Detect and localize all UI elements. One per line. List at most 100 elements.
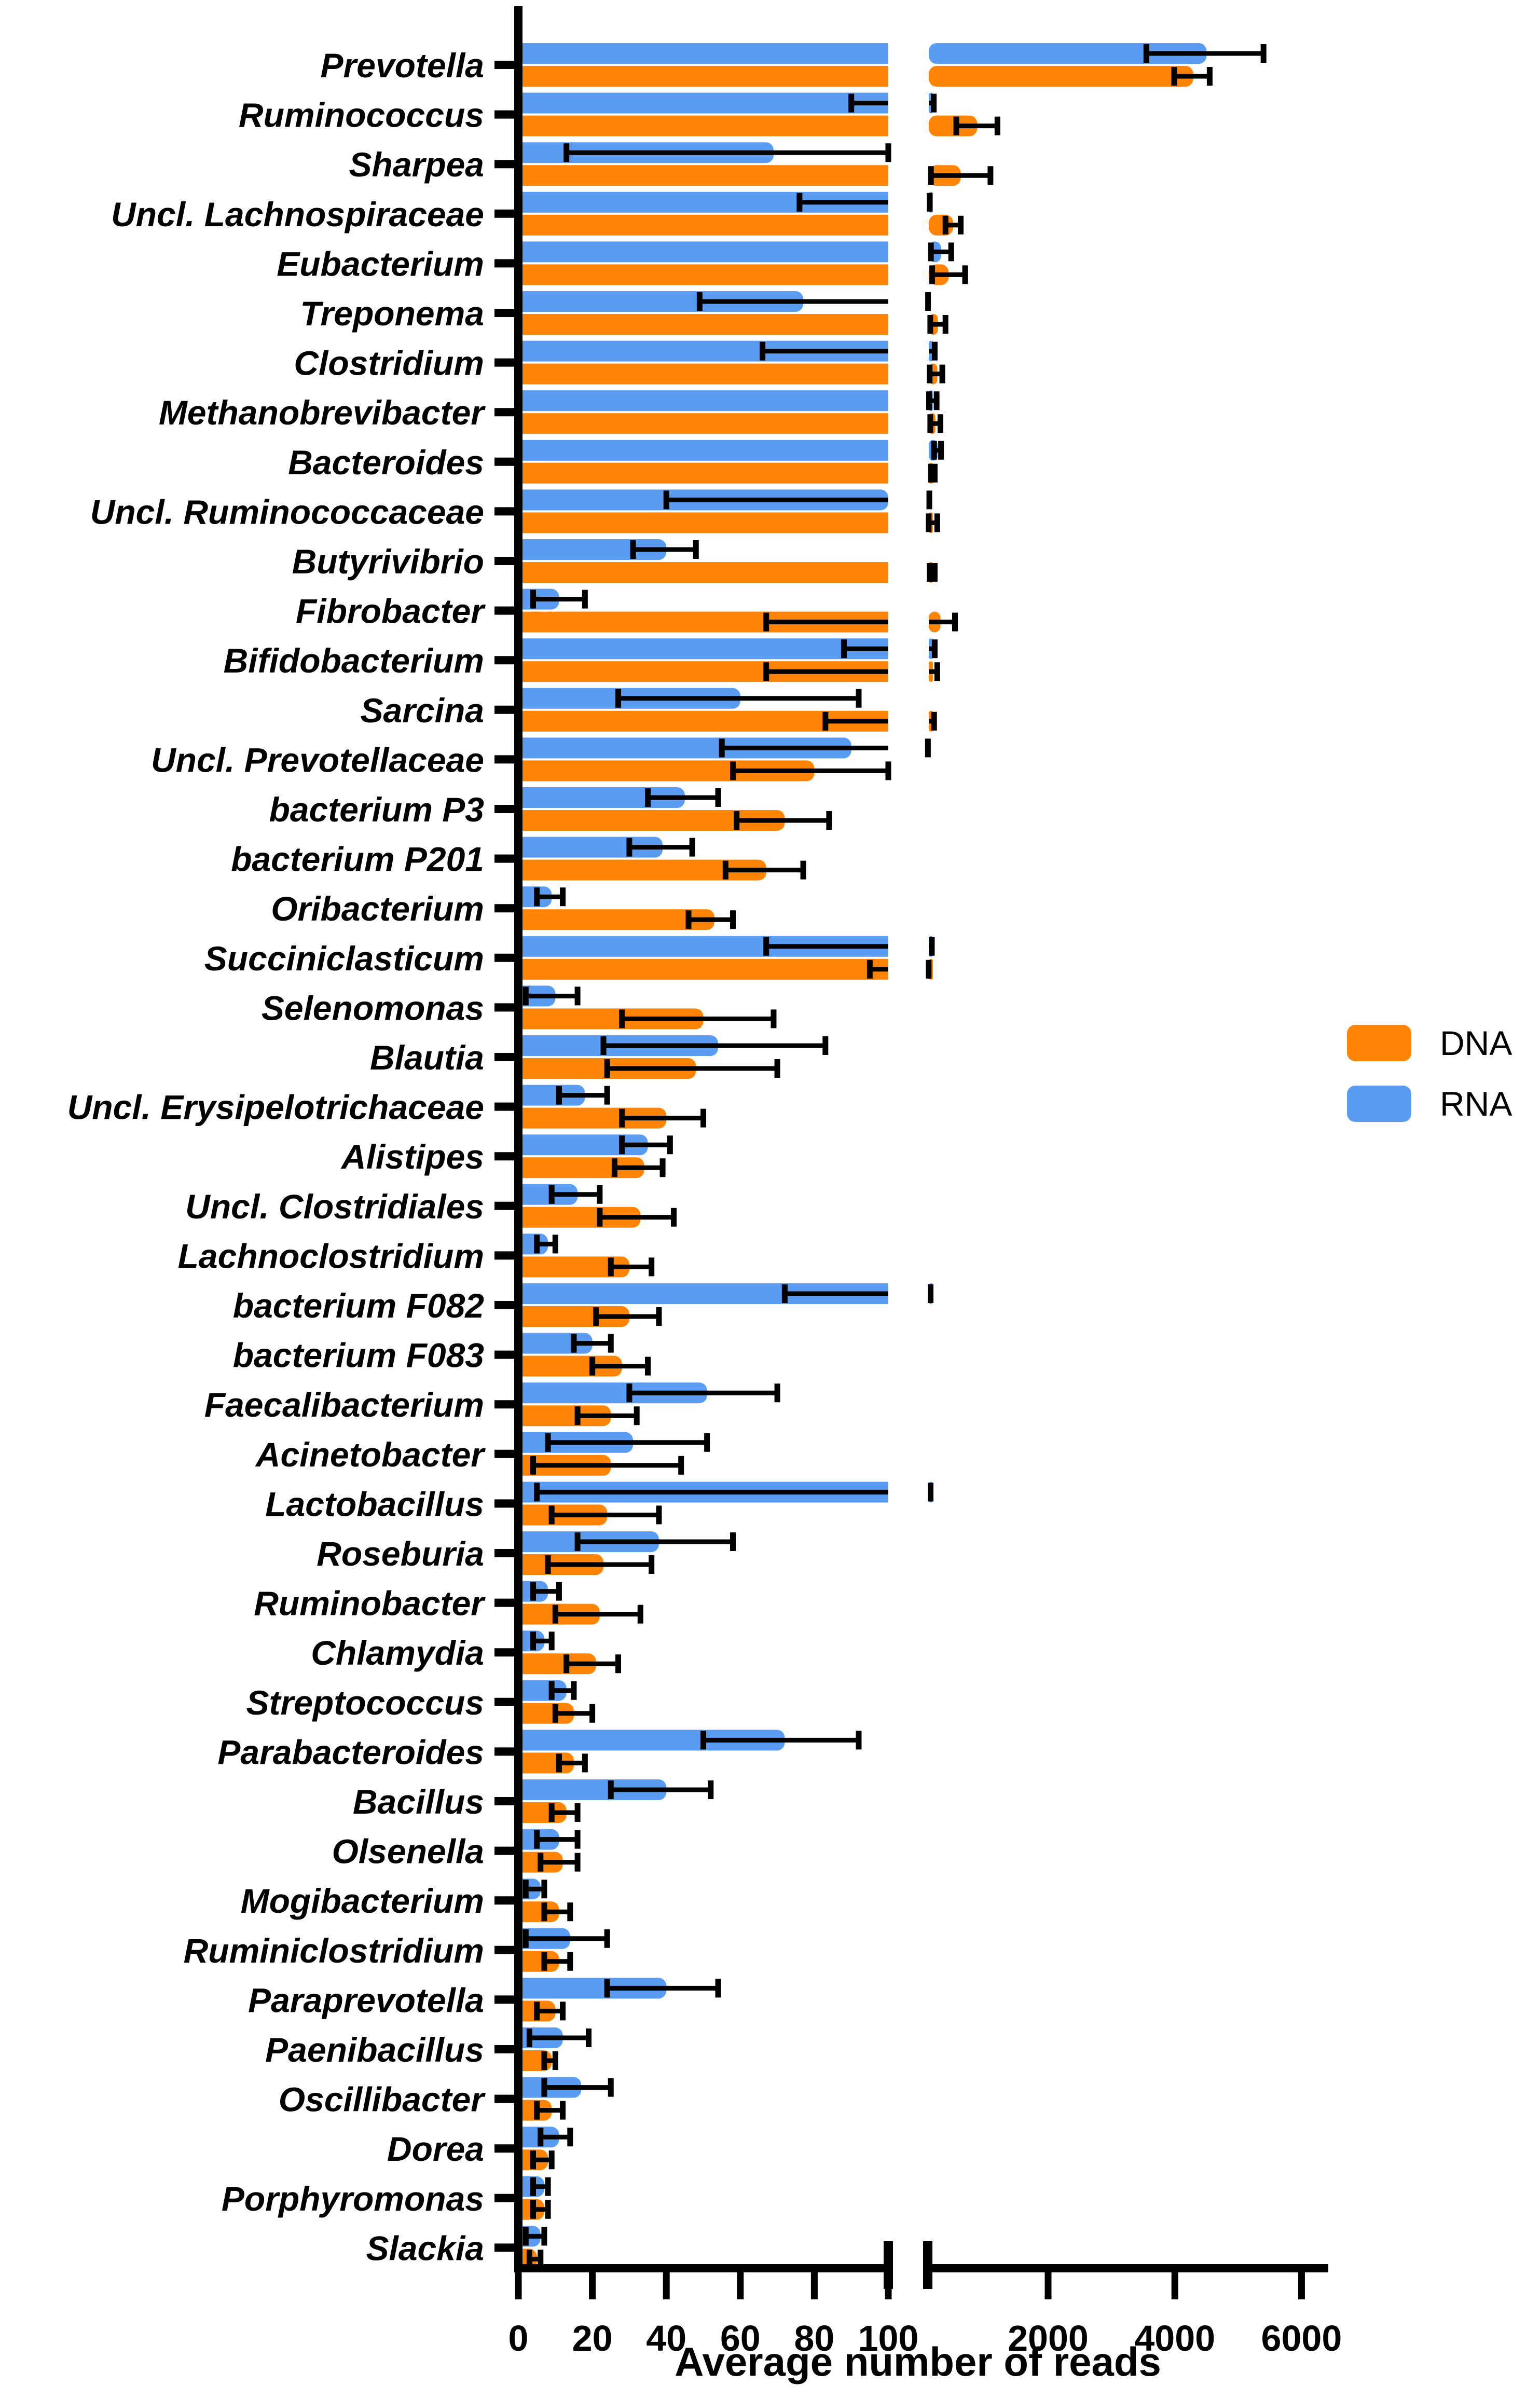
category-label: Uncl. Clostridiales: [185, 1187, 484, 1226]
category-label: Sarcina: [361, 691, 484, 730]
category-label: Alistipes: [340, 1137, 484, 1176]
category-label: Bacteroides: [288, 443, 484, 482]
bar-dna: [518, 214, 888, 236]
bar-dna: [518, 115, 888, 136]
x-tick-label: 60: [720, 2318, 761, 2359]
bar-dna: [518, 314, 888, 335]
dna-color-swatch: [1347, 1025, 1411, 1061]
category-label: Olsenella: [332, 1832, 485, 1871]
bar-dna: [518, 1951, 559, 1972]
category-label: Parabacteroides: [217, 1733, 484, 1771]
x-tick-label: 0: [508, 2318, 529, 2359]
bar-rna: [518, 1978, 667, 1999]
bar-rna: [518, 1382, 707, 1404]
category-label: Sharpea: [349, 145, 484, 184]
category-label: bacterium F082: [233, 1286, 484, 1325]
bar-dna: [518, 1901, 559, 1923]
category-label: Treponema: [300, 294, 484, 333]
bar-rna: [518, 1134, 648, 1156]
bar-rna: [518, 1730, 785, 1751]
category-label: Paraprevotella: [248, 1981, 484, 2019]
category-label: Porphyromonas: [222, 2179, 484, 2218]
category-label: Oscillibacter: [279, 2080, 486, 2119]
bar-rna: [518, 390, 888, 412]
category-label: Fibrobacter: [296, 592, 486, 630]
category-label: Succiniclasticum: [204, 939, 484, 978]
x-tick-label: 100: [858, 2318, 919, 2359]
bar-dna: [518, 363, 888, 385]
bar-dna: [518, 909, 714, 930]
category-label: Uncl. Lachnospiraceae: [111, 195, 484, 234]
bar-rna: [518, 1779, 667, 1800]
category-label: Streptococcus: [246, 1683, 484, 1722]
bar-dna: [518, 1405, 611, 1427]
bar-rna: [518, 241, 888, 263]
category-label: Selenomonas: [262, 989, 484, 1027]
category-label: Acinetobacter: [255, 1435, 486, 1474]
category-label: Faecalibacterium: [204, 1386, 484, 1424]
category-label: Prevotella: [321, 46, 485, 85]
bar-rna: [518, 92, 888, 114]
category-label: Methanobrevibacter: [159, 393, 486, 432]
category-label: Ruminobacter: [254, 1584, 486, 1623]
category-label: Ruminococcus: [239, 96, 484, 134]
bar-dna: [518, 1703, 574, 1724]
category-label: Mogibacterium: [241, 1882, 484, 1920]
bar-dna: [929, 115, 978, 136]
legend-label-dna: DNA: [1440, 1024, 1512, 1062]
bar-dna: [518, 165, 888, 186]
category-label: Clostridium: [294, 344, 484, 382]
category-label: Blautia: [370, 1038, 484, 1077]
x-tick-label: 20: [572, 2318, 613, 2359]
x-tick-label: 80: [794, 2318, 834, 2359]
legend: DNA RNA: [1347, 1025, 1512, 1146]
category-label: bacterium F083: [233, 1336, 484, 1375]
x-tick-label: 6000: [1261, 2318, 1342, 2359]
category-label: Oribacterium: [271, 889, 484, 928]
bar-dna: [518, 512, 888, 533]
category-label: bacterium P3: [269, 790, 485, 829]
category-label: Paenibacillus: [265, 2031, 484, 2069]
category-label: Butyrivibrio: [292, 542, 484, 581]
bar-dna: [518, 462, 888, 484]
bar-rna: [929, 43, 1207, 64]
category-label: Lactobacillus: [265, 1485, 484, 1523]
category-label: Eubacterium: [277, 244, 484, 283]
bar-rna: [518, 1184, 578, 1205]
legend-label-rna: RNA: [1440, 1085, 1512, 1123]
category-label: Roseburia: [317, 1534, 484, 1573]
legend-item-rna: RNA: [1347, 1086, 1512, 1122]
bar-dna: [518, 810, 785, 831]
bar-rna: [518, 737, 851, 759]
category-label: Uncl. Ruminococcaceae: [90, 492, 484, 531]
x-tick-label: 40: [646, 2318, 686, 2359]
bar-dna: [518, 958, 888, 980]
legend-item-dna: DNA: [1347, 1025, 1512, 1061]
category-label: Slackia: [366, 2229, 484, 2267]
bar-dna: [518, 1653, 596, 1675]
bar-rna: [518, 539, 667, 560]
category-label: Bacillus: [353, 1783, 484, 1821]
bar-dna: [929, 66, 1193, 87]
bar-dna: [518, 1008, 704, 1030]
x-tick-label: 4000: [1134, 2318, 1215, 2359]
category-label: bacterium P201: [231, 840, 484, 879]
rna-color-swatch: [1347, 1086, 1411, 1122]
x-axis-title: Average number of reads: [675, 2339, 1161, 2384]
category-label: Dorea: [387, 2130, 484, 2168]
bar-dna: [518, 1306, 629, 1327]
bar-rna: [518, 291, 804, 312]
bar-dna: [518, 1355, 622, 1377]
category-label: Bifidobacterium: [224, 641, 484, 680]
bar-rna: [518, 43, 888, 64]
category-label: Lachnoclostridium: [178, 1237, 484, 1275]
bar-rna: [518, 638, 888, 660]
category-label: Uncl. Erysipelotrichaceae: [67, 1088, 484, 1127]
bar-dna: [518, 859, 766, 881]
bar-dna: [518, 1207, 641, 1228]
bar-dna: [518, 66, 888, 87]
category-label: Uncl. Prevotellaceae: [151, 741, 484, 779]
bar-rna: [518, 440, 888, 461]
bar-rna: [518, 1233, 548, 1255]
